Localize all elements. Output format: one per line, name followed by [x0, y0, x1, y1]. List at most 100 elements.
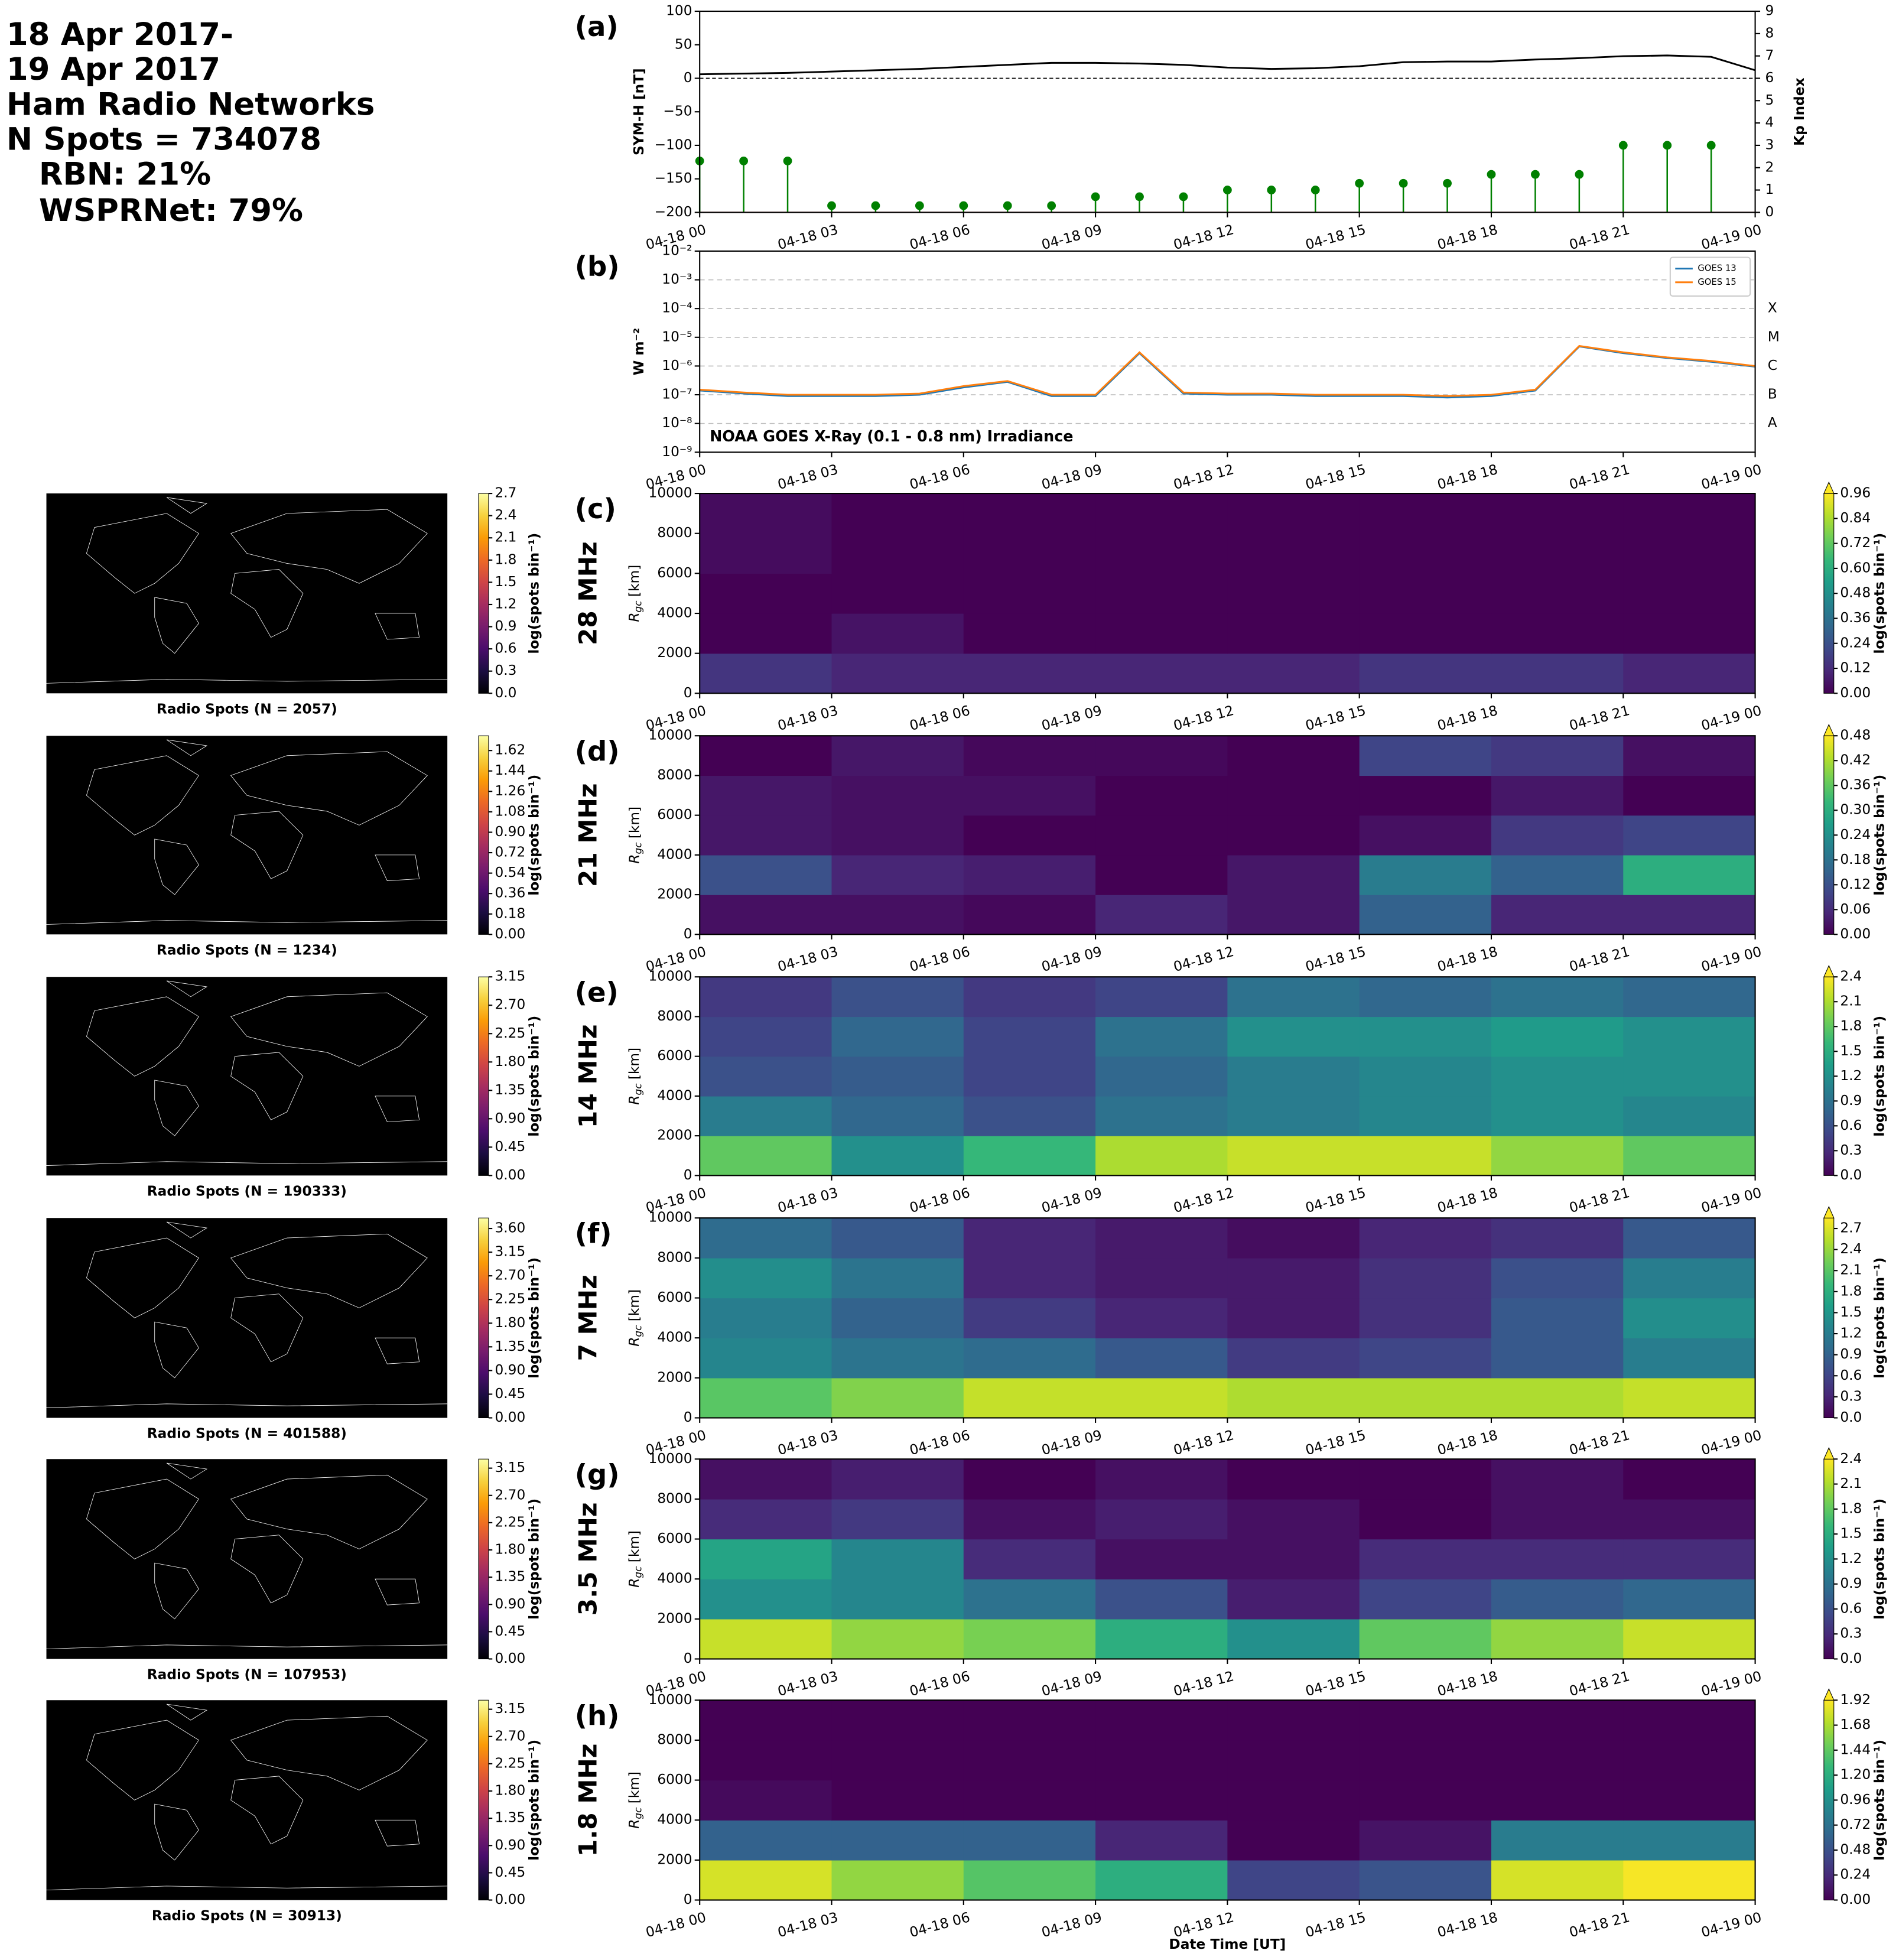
colorbar-tick-label: 0.00	[1840, 685, 1871, 701]
heatmap-cell	[700, 1459, 833, 1500]
heatmap-cell	[1491, 1377, 1624, 1419]
colorbar-extend	[1823, 1688, 1835, 1701]
heatmap-cell	[700, 1377, 833, 1419]
heatmap-cell	[1491, 736, 1624, 776]
annotation: B	[1768, 386, 1777, 402]
heatmap-cell	[831, 1218, 964, 1259]
heatmap-cell	[1227, 653, 1360, 694]
heatmap-cell	[831, 573, 964, 614]
heatmap-cell	[1623, 1459, 1756, 1500]
coastline	[47, 1162, 448, 1166]
colorbar-tick-label: 3.15	[495, 1701, 525, 1717]
heatmap-cell	[700, 1860, 833, 1901]
colorbar-tick-label: 0.90	[495, 1362, 525, 1378]
heatmap-cell	[1227, 1298, 1360, 1338]
heatmap-cell	[1095, 1499, 1228, 1540]
colorbar-tick-label: 0.0	[1840, 1409, 1862, 1425]
colorbar-tick-label: 1.2	[1840, 1068, 1862, 1084]
heatmap-cell	[700, 1618, 833, 1660]
heatmap-cell	[1359, 1499, 1492, 1540]
y-axis-label: Rgc [km]	[626, 807, 644, 864]
heatmap-cell	[831, 815, 964, 856]
heatmap-cell	[1491, 1618, 1624, 1660]
colorbar-tick-label: 0.6	[1840, 1367, 1862, 1383]
heatmap-cell	[963, 1218, 1096, 1259]
colorbar-tick-label: 2.4	[495, 507, 516, 523]
heatmap-cell	[1359, 533, 1492, 574]
y-tick-label: 4000	[657, 605, 692, 621]
heatmap-cell	[700, 1579, 833, 1620]
colorbar-tick-label: 2.70	[495, 997, 525, 1013]
colorbar-extend	[1823, 723, 1835, 736]
heatmap-cell	[700, 775, 833, 816]
heatmap-cell	[700, 653, 833, 694]
colorbar-tick-label: 0.12	[1840, 660, 1871, 676]
y-tick-label: 100	[666, 3, 692, 19]
heatmap-cell	[700, 533, 833, 574]
band-label: 7 MHz	[574, 1275, 603, 1361]
colorbar-tick-label: 0.18	[1840, 851, 1871, 867]
header-line: 18 Apr 2017-	[6, 17, 233, 53]
coastline	[47, 921, 448, 925]
heatmap-cell	[963, 1377, 1096, 1419]
heatmap-cell	[1359, 1579, 1492, 1620]
map	[46, 1700, 448, 1900]
y-label-unit: [km]	[626, 1772, 642, 1803]
colorbar-tick-label: 0.90	[495, 1110, 525, 1126]
band-label: 3.5 MHz	[574, 1503, 603, 1616]
colorbar	[1823, 493, 1835, 694]
heatmap-cell	[1359, 1860, 1492, 1901]
heatmap-cell	[1095, 1860, 1228, 1901]
heatmap-cell	[1623, 895, 1756, 935]
map	[46, 1459, 448, 1659]
heatmap-cell	[1359, 1056, 1492, 1097]
colorbar-tick-label: 1.44	[495, 762, 525, 778]
heatmap-cell	[1095, 854, 1228, 895]
colorbar-tick-label: 0.0	[495, 685, 516, 701]
heatmap-cell	[1095, 1016, 1228, 1057]
y-tick-label: 6000	[657, 1289, 692, 1305]
y-tick-label: 8000	[657, 525, 692, 541]
heatmap-cell	[1227, 1096, 1360, 1136]
heatmap-cell	[1359, 1136, 1492, 1176]
heatmap-cell	[1095, 1298, 1228, 1338]
heatmap-cell	[1491, 1338, 1624, 1379]
colorbar-tick-label: 2.70	[495, 1267, 525, 1283]
colorbar-tick-label: 0.24	[1840, 1867, 1871, 1883]
y-tick-label: 10000	[649, 485, 692, 501]
colorbar-tick-label: 2.4	[1840, 968, 1862, 984]
map	[46, 977, 448, 1176]
heatmap-cell	[963, 1096, 1096, 1136]
heatmap-cell	[1491, 1539, 1624, 1579]
heatmap-cell	[1491, 493, 1624, 534]
y-tick-label: 10⁻³	[662, 271, 692, 287]
heatmap-cell	[1623, 977, 1756, 1018]
heatmap-cell	[1623, 1499, 1756, 1540]
colorbar	[1823, 976, 1835, 1176]
heatmap-cell	[831, 1499, 964, 1540]
heatmap-cell	[1095, 1700, 1228, 1741]
map-outlines	[47, 1704, 448, 1890]
coastline	[86, 997, 199, 1076]
colorbar-label: log(spots bin⁻¹)	[1871, 1257, 1887, 1379]
panel-label: (f)	[575, 1217, 612, 1249]
heatmap-cell	[831, 1056, 964, 1097]
map	[46, 1218, 448, 1418]
annotation: C	[1768, 357, 1777, 373]
heatmap-cell	[700, 1136, 833, 1176]
heatmap-cell	[700, 815, 833, 856]
colorbar-tick-label: 1.92	[1840, 1692, 1871, 1708]
heatmap-cell	[1359, 775, 1492, 816]
colorbar-tick-label: 1.5	[1840, 1526, 1862, 1542]
heatmap-cell	[1359, 1780, 1492, 1821]
annotation: X	[1768, 300, 1777, 316]
y-tick-label: 4000	[657, 1087, 692, 1103]
stem-marker	[1663, 141, 1672, 150]
colorbar-tick-label: 1.68	[1840, 1717, 1871, 1733]
heatmap-cell	[1491, 533, 1624, 574]
coastline	[231, 1535, 303, 1603]
colorbar-tick-label: 2.1	[495, 529, 516, 545]
heatmap-cell	[831, 854, 964, 895]
panel-label: (a)	[575, 11, 619, 43]
colorbar-tick-label: 0.90	[495, 1596, 525, 1612]
